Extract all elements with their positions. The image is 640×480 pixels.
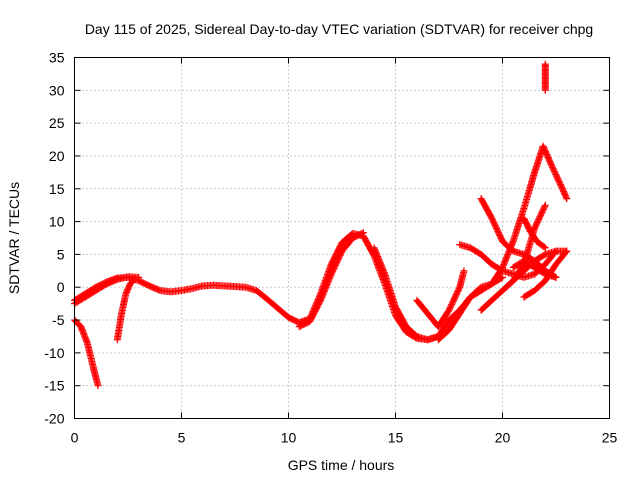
x-tick-label: 0 (71, 430, 79, 446)
y-tick-label: -5 (52, 312, 65, 328)
data-points (71, 60, 571, 390)
series-arc-7 (413, 267, 468, 331)
y-tick-label: -15 (44, 378, 64, 394)
series-arc-18 (509, 257, 560, 281)
y-axis-label: SDTVAR / TECUs (6, 182, 22, 294)
plot-frame (74, 57, 610, 419)
data-point (135, 273, 143, 281)
data-point (358, 229, 366, 237)
series-arc-4 (71, 273, 143, 308)
data-point (562, 248, 570, 256)
y-tick-label: 10 (49, 214, 65, 230)
x-tick-label: 5 (178, 430, 186, 446)
y-tick-label: 30 (49, 82, 65, 98)
y-tick-label: -10 (44, 345, 64, 361)
axis-ticks (74, 57, 610, 419)
x-tick-label: 15 (388, 430, 404, 446)
data-point (541, 203, 549, 211)
series-arc-3 (113, 275, 138, 344)
x-tick-label: 25 (602, 430, 618, 446)
series-arc-16 (541, 60, 549, 94)
data-point (563, 195, 571, 203)
data-point (562, 193, 570, 201)
y-tick-labels: -20 -15 -10 -5 0 5 10 15 20 25 30 35 (44, 50, 64, 427)
data-point (94, 382, 102, 390)
y-tick-label: 5 (57, 246, 65, 262)
data-point (551, 248, 559, 256)
data-point (540, 243, 548, 251)
x-axis-label: GPS time / hours (288, 457, 395, 473)
series-arc-6 (370, 244, 432, 344)
series-arc-9 (434, 280, 496, 344)
data-point (460, 267, 468, 275)
data-point (563, 247, 571, 255)
series-arc-14 (488, 142, 571, 288)
y-tick-label: 0 (57, 279, 65, 295)
data-point (359, 229, 367, 237)
data-point (541, 60, 549, 68)
y-tick-label: 15 (49, 181, 65, 197)
data-point (552, 247, 560, 255)
chart-title: Day 115 of 2025, Sidereal Day-to-day VTE… (85, 21, 593, 37)
data-point (541, 244, 549, 252)
x-tick-labels: 0 5 10 15 20 25 (71, 430, 618, 446)
y-tick-label: 20 (49, 148, 65, 164)
data-point (541, 201, 549, 209)
x-tick-label: 20 (495, 430, 511, 446)
series-arc-5 (295, 229, 367, 331)
grid (74, 57, 610, 419)
data-point (499, 273, 506, 281)
x-tick-label: 10 (281, 430, 297, 446)
series-arc-15 (520, 214, 549, 252)
y-tick-label: -20 (44, 411, 64, 427)
data-point (552, 273, 560, 281)
y-tick-label: 35 (49, 50, 65, 66)
y-tick-label: 25 (49, 115, 65, 131)
